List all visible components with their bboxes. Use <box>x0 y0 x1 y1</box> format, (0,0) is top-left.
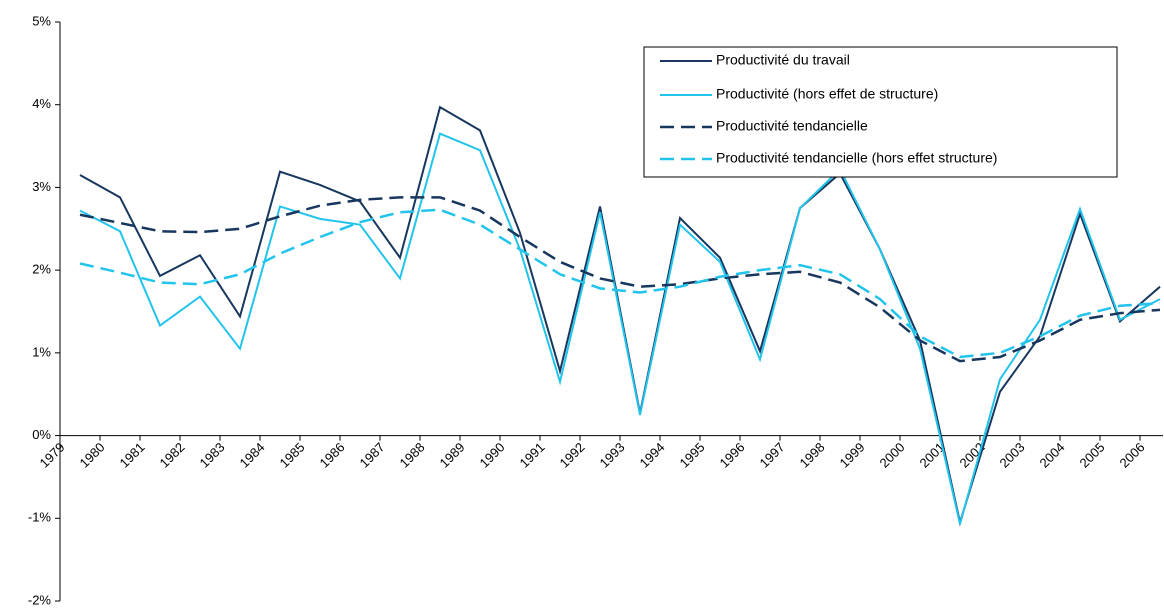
x-tick-label: 1999 <box>836 440 867 471</box>
x-tick-label: 1989 <box>436 440 467 471</box>
x-tick-label: 1993 <box>596 440 627 471</box>
x-tick-label: 1982 <box>156 440 187 471</box>
x-tick-label: 1986 <box>316 440 347 471</box>
x-tick-label: 1985 <box>276 440 307 471</box>
y-tick-label: 1% <box>32 344 51 359</box>
x-tick-label: 1979 <box>36 440 67 471</box>
y-tick-label: 0% <box>32 427 51 442</box>
x-tick-label: 1990 <box>476 440 507 471</box>
y-tick-label: -2% <box>28 592 52 607</box>
x-tick-label: 1983 <box>196 440 227 471</box>
x-tick-label: 1984 <box>236 440 267 471</box>
legend-box <box>643 46 1118 178</box>
x-tick-label: 1991 <box>516 440 547 471</box>
x-tick-label: 1992 <box>556 440 587 471</box>
x-tick-label: 2005 <box>1076 440 1107 471</box>
y-tick-label: 3% <box>32 179 51 194</box>
x-tick-label: 1988 <box>396 440 427 471</box>
line-series <box>79 196 1161 363</box>
legend-label: Productivité tendancielle <box>716 118 868 134</box>
x-tick-label: 1994 <box>636 440 667 471</box>
x-tick-label: 1997 <box>756 440 787 471</box>
x-tick-label: 1980 <box>76 440 107 471</box>
x-tick-label: 1981 <box>116 440 147 471</box>
x-tick-label: 2000 <box>876 440 907 471</box>
line-series <box>79 132 1161 525</box>
y-tick-label: -1% <box>28 510 52 525</box>
x-tick-label: 2003 <box>996 440 1027 471</box>
x-tick-label: 1998 <box>796 440 827 471</box>
legend-label: Productivité du travail <box>716 52 850 68</box>
legend-label: Productivité (hors effet de structure) <box>716 86 938 102</box>
y-tick-label: 4% <box>32 96 51 111</box>
legend: Productivité du travail Productivité (hor… <box>643 46 1118 178</box>
x-tick-label: 2006 <box>1116 440 1147 471</box>
x-tick-label: 1996 <box>716 440 747 471</box>
x-tick-label: 2004 <box>1036 440 1067 471</box>
x-tick-label: 1995 <box>676 440 707 471</box>
x-tick-label: 1987 <box>356 440 387 471</box>
y-tick-label: 2% <box>32 262 51 277</box>
y-tick-label: 5% <box>32 13 51 28</box>
legend-label: Productivité tendancielle (hors effet st… <box>716 150 997 166</box>
line-series <box>79 208 1161 359</box>
